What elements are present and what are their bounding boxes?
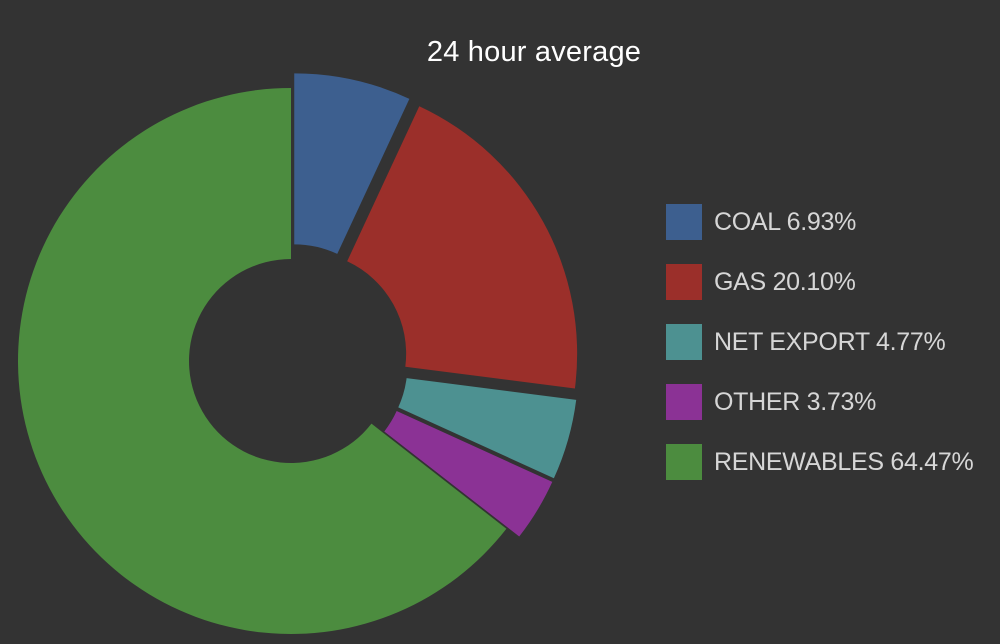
legend-series-value: 3.73% <box>806 387 877 416</box>
legend-item-renewables[interactable]: RENEWABLES 64.47% <box>666 443 974 481</box>
legend-label: NET EXPORT 4.77% <box>714 327 946 357</box>
chart-title: 24 hour average <box>426 36 642 68</box>
legend-item-net-export[interactable]: NET EXPORT 4.77% <box>666 323 973 361</box>
legend-swatch <box>666 204 702 240</box>
legend-label: RENEWABLES 64.47% <box>714 447 974 477</box>
legend-item-coal[interactable]: COAL 6.93% <box>666 203 973 241</box>
legend-swatch <box>666 264 702 300</box>
legend-series-value: 4.77% <box>876 327 946 356</box>
legend-series-value: 6.93% <box>786 207 857 236</box>
legend: COAL 6.93% GAS 20.10% NET EXPORT 4.77% OTHE… <box>666 203 974 503</box>
legend-swatch <box>666 384 702 420</box>
slice-net-export[interactable] <box>398 378 577 479</box>
legend-swatch <box>666 444 702 480</box>
legend-label: COAL 6.93% <box>714 208 856 237</box>
legend-item-other[interactable]: OTHER 3.73% <box>666 383 973 421</box>
legend-series-name: OTHER <box>714 387 801 416</box>
legend-item-gas[interactable]: GAS 20.10% <box>666 263 973 301</box>
legend-label: OTHER 3.73% <box>714 388 876 417</box>
legend-swatch <box>666 324 702 360</box>
slice-other[interactable] <box>384 411 553 537</box>
legend-label: GAS 20.10% <box>714 268 856 297</box>
legend-series-name: RENEWABLES <box>714 447 884 476</box>
legend-series-name: GAS <box>714 267 766 296</box>
slice-gas[interactable] <box>347 106 578 389</box>
legend-series-name: COAL <box>714 207 780 236</box>
legend-series-value: 64.47% <box>890 447 974 476</box>
legend-series-value: 20.10% <box>772 267 856 296</box>
slice-coal[interactable] <box>294 73 410 254</box>
legend-series-name: NET EXPORT <box>714 327 870 356</box>
slice-renewables[interactable] <box>18 88 507 634</box>
